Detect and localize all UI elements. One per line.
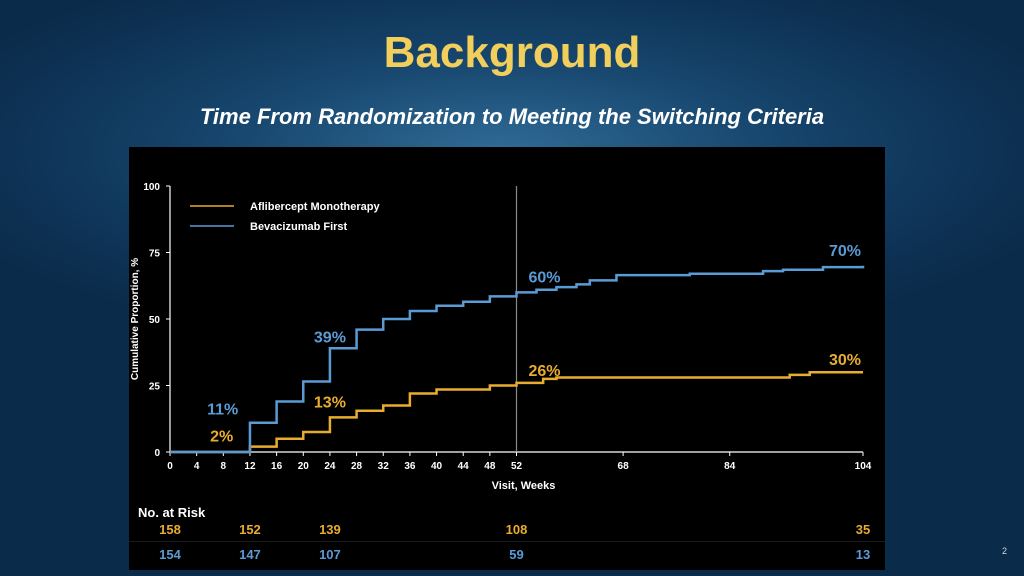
x-tick-label: 44: [458, 461, 470, 472]
x-tick-label: 52: [511, 461, 523, 472]
data-label: 11%: [207, 402, 238, 419]
y-tick-label: 25: [149, 382, 161, 393]
series-line-aflibercept: [170, 370, 863, 454]
legend-label: Bevacizumab First: [250, 221, 348, 233]
y-tick-label: 75: [149, 249, 161, 260]
slide-title: Background: [383, 28, 641, 77]
risk-cell: 59: [509, 547, 524, 562]
x-tick-label: 68: [618, 461, 630, 472]
data-label: 13%: [314, 394, 346, 411]
risk-cell: 139: [319, 522, 341, 537]
x-tick-label: 28: [351, 461, 363, 472]
x-tick-label: 40: [431, 461, 443, 472]
risk-cell: 154: [159, 547, 181, 562]
risk-cell: 13: [855, 547, 871, 562]
series-line-bevacizumab: [170, 265, 865, 454]
risk-cell: 152: [239, 522, 261, 537]
data-label: 60%: [528, 269, 560, 286]
data-label: 39%: [314, 329, 346, 346]
risk-cell: 107: [319, 547, 341, 562]
risk-cell: 108: [505, 522, 528, 537]
chart-panel: 0 25 50 75 100 0 4 8 12 16 20 24 28 32 36 40 44 48 52 68 84 1…: [129, 147, 885, 497]
x-tick-label: 0: [167, 461, 173, 472]
x-tick-label: 24: [324, 461, 336, 472]
legend-label: Aflibercept Monotherapy: [250, 201, 380, 213]
y-tick-label: 50: [149, 315, 161, 326]
risk-cell: 158: [159, 522, 181, 537]
data-label: 30%: [829, 352, 861, 369]
x-tick-label: 36: [404, 461, 416, 472]
x-axis-label: Visit, Weeks: [492, 480, 556, 492]
risk-cell: 147: [239, 547, 261, 562]
x-tick-label: 48: [484, 461, 496, 472]
y-tick-label: 100: [143, 182, 160, 193]
slide-subtitle: Time From Randomization to Meeting the S…: [199, 104, 825, 129]
x-tick-label: 4: [194, 461, 200, 472]
x-tick-label: 8: [221, 461, 227, 472]
page-number: 2: [1002, 546, 1008, 556]
x-tick-label: 12: [244, 461, 256, 472]
data-label: 2%: [210, 429, 233, 446]
x-tick-label: 104: [855, 461, 872, 472]
risk-table-title: No. at Risk: [138, 505, 206, 520]
data-label: 26%: [528, 363, 560, 380]
x-tick-label: 32: [378, 461, 390, 472]
y-tick-label: 0: [154, 448, 160, 459]
data-label: 70%: [829, 243, 861, 260]
y-axis-label: Cumulative Proportion, %: [130, 258, 141, 380]
x-tick-label: 84: [724, 461, 736, 472]
risk-table-divider: [129, 541, 885, 542]
x-tick-label: 20: [298, 461, 310, 472]
risk-table: No. at Risk 158 152 139 108 35 154 147 107 59 13: [129, 497, 885, 570]
risk-cell: 35: [855, 522, 871, 537]
x-tick-label: 16: [271, 461, 283, 472]
